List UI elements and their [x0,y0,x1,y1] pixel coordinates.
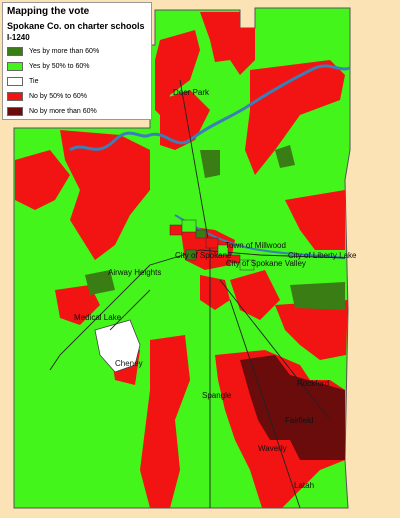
legend-item-yes-strong: Yes by more than 60% [7,45,147,58]
place-millwood: Town of Millwood [225,241,286,250]
strong-no-region [240,355,345,460]
place-labels: Deer Park Town of Millwood City of Spoka… [74,88,357,490]
place-cheney: Cheney [115,359,143,368]
spokane-river [69,64,351,152]
strong-yes-regions [85,145,345,310]
urban-precincts [169,219,255,271]
legend-subtitle: Spokane Co. on charter schools [7,21,145,31]
legend-label: No by more than 60% [29,108,97,115]
place-deer-park: Deer Park [173,88,210,97]
place-spangle: Spangle [202,391,232,400]
legend-swatch [7,92,23,101]
legend-label: No by 50% to 60% [29,93,87,100]
place-spokane-valley: City of Spokane Valley [226,259,306,268]
legend-swatch [7,47,23,56]
legend-swatch [7,62,23,71]
legend-item-tie: Tie [7,75,147,88]
place-latah: Latah [294,481,314,490]
place-fairfield: Fairfield [285,416,313,425]
place-waverly: Waverly [258,444,287,453]
place-rockford: Rockford [297,379,329,388]
legend-measure: I-1240 [7,33,30,42]
map-legend: Mapping the vote Spokane Co. on charter … [2,2,152,120]
river-branch [174,214,346,259]
legend-label: Yes by more than 60% [29,48,100,55]
legend-item-no-strong: No by more than 60% [7,105,147,118]
legend-item-no: No by 50% to 60% [7,90,147,103]
legend-label: Tie [29,78,39,85]
legend-swatch [7,77,23,86]
tie-region [94,319,141,373]
place-airway-heights: Airway Heights [108,268,161,277]
legend-label: Yes by 50% to 60% [29,63,90,70]
place-spokane: City of Spokane [175,251,232,260]
roads [49,79,346,509]
legend-swatch [7,107,23,116]
place-liberty-lake: City of Liberty Lake [288,251,357,260]
legend-title: Mapping the vote [7,6,90,17]
place-medical-lake: Medical Lake [74,313,122,322]
legend-item-yes: Yes by 50% to 60% [7,60,147,73]
